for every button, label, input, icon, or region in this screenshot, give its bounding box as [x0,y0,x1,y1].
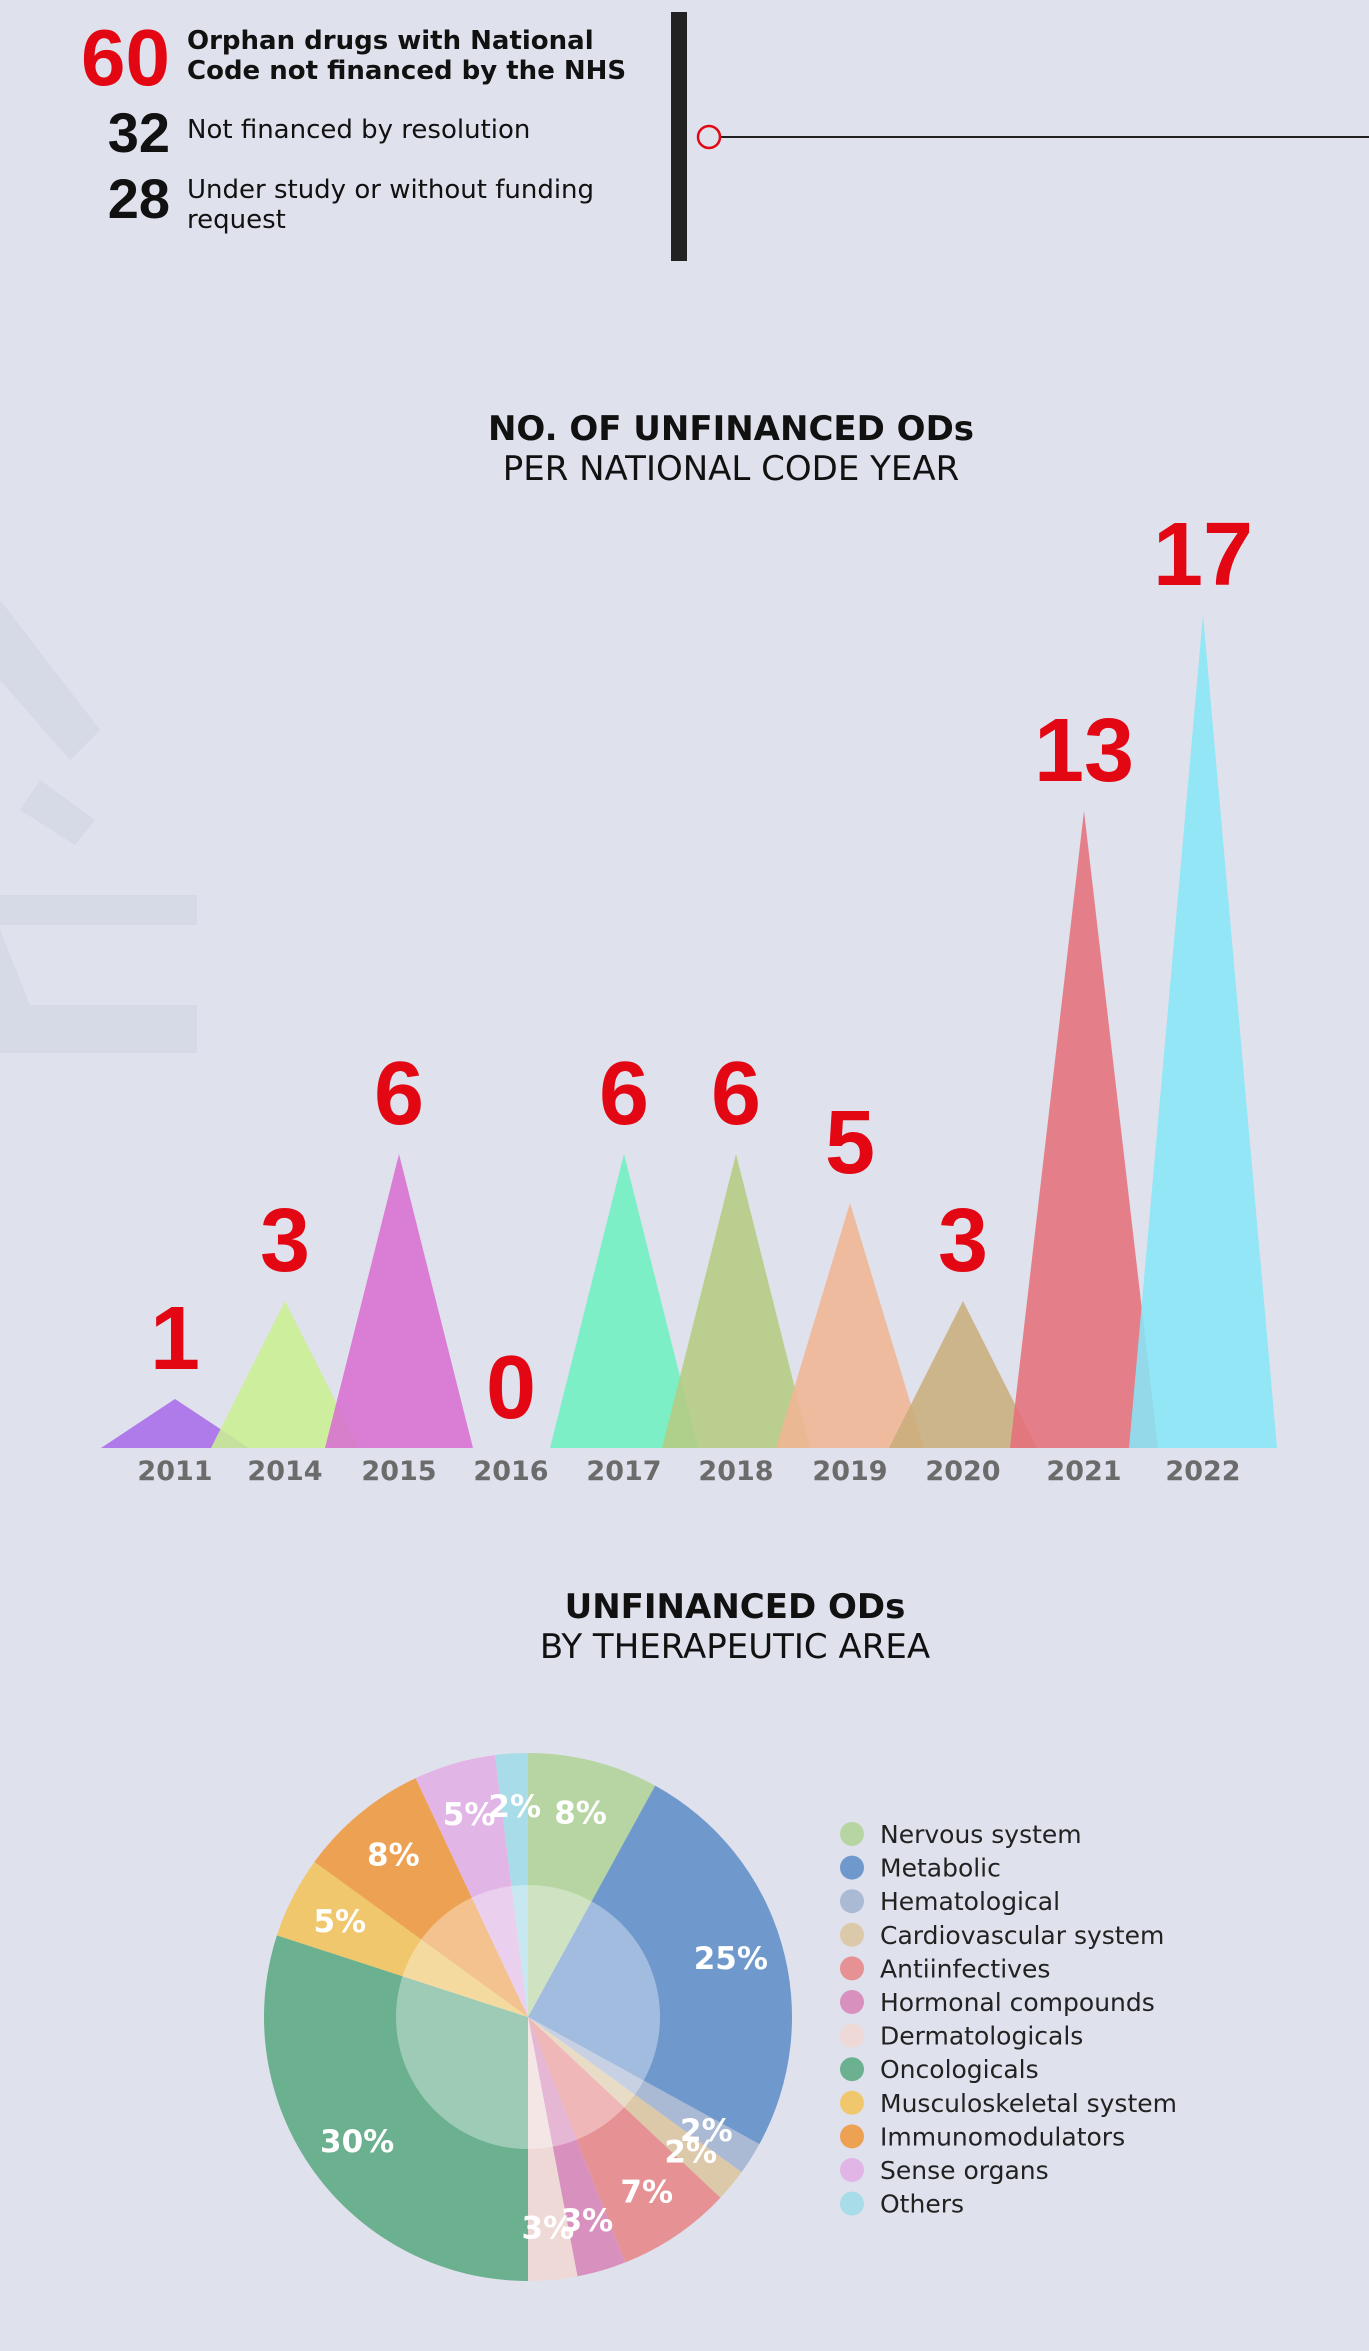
legend-label: Dermatologicals [880,2022,1083,2051]
x-tick-label: 2017 [586,1456,661,1487]
value-label: 3% [522,2210,575,2246]
value-label: 5 [825,1093,875,1193]
triangle [776,1203,924,1448]
x-tick-label: 2020 [925,1456,1000,1487]
microscope-decoration [0,600,197,1053]
value-label: 30% [320,2124,394,2160]
inner-highlight [396,1885,660,2149]
legend-marker [840,1856,864,1880]
value-label: 25% [694,1941,768,1977]
value-label: 2% [664,2135,717,2171]
triangle [1010,811,1158,1448]
legend-marker [840,2057,864,2081]
value-label: 8% [367,1837,420,1873]
legend-label: Antiinfectives [880,1954,1050,1983]
triangle [662,1154,810,1448]
value-label: 2% [488,1789,541,1825]
divider-bar [671,12,687,261]
legend-marker [840,1923,864,1947]
legend-label: Hematological [880,1887,1060,1916]
legend-label: Immunomodulators [880,2122,1125,2151]
value-label: 0 [486,1338,536,1438]
x-tick-label: 2022 [1165,1456,1240,1487]
legend-label: Hormonal compounds [880,1988,1155,2017]
legend-marker [840,1822,864,1846]
chart-subtitle: BY THERAPEUTIC AREA [540,1627,930,1667]
value-label: 5% [313,1904,366,1940]
value-label: 8% [554,1795,607,1831]
value-label: 1 [150,1289,200,1389]
legend-label: Musculoskeletal system [880,2089,1177,2118]
x-tick-label: 2014 [247,1456,322,1487]
triangle [1129,615,1277,1448]
value-label: 7% [620,2175,673,2211]
value-label: 3 [938,1191,988,1291]
legend-label: Others [880,2190,964,2219]
x-tick-label: 2018 [698,1456,773,1487]
value-label: 6 [374,1044,424,1144]
legend-label: Oncologicals [880,2055,1039,2084]
legend-label: Nervous system [880,1820,1082,1849]
legend-marker [840,2124,864,2148]
legend-marker [840,2091,864,2115]
chart: NO. OF UNFINANCED ODs PER NATIONAL CODE … [0,0,1369,2351]
x-tick-label: 2011 [137,1456,212,1487]
legend-label: Cardiovascular system [880,1921,1164,1950]
value-label: 6 [711,1044,761,1144]
value-label: 3 [260,1191,310,1291]
x-tick-label: 2019 [812,1456,887,1487]
legend-marker [840,1990,864,2014]
x-tick-label: 2021 [1046,1456,1121,1487]
x-tick-label: 2016 [473,1456,548,1487]
value-label: 17 [1153,505,1253,605]
chart-title: NO. OF UNFINANCED ODs [488,409,974,449]
legend-label: Metabolic [880,1854,1001,1883]
value-label: 6 [599,1044,649,1144]
timeline-dot [698,126,720,148]
legend-marker [840,2024,864,2048]
chart-title: UNFINANCED ODs [565,1587,906,1627]
chart-subtitle: PER NATIONAL CODE YEAR [503,449,960,489]
x-tick-label: 2015 [361,1456,436,1487]
legend-label: Sense organs [880,2156,1049,2185]
value-label: 13 [1034,701,1134,801]
legend-marker [840,1889,864,1913]
page: 60 Orphan drugs with National Code not f… [0,0,1369,2351]
legend-marker [840,2192,864,2216]
legend-marker [840,1956,864,1980]
legend-marker [840,2158,864,2182]
triangle [325,1154,473,1448]
